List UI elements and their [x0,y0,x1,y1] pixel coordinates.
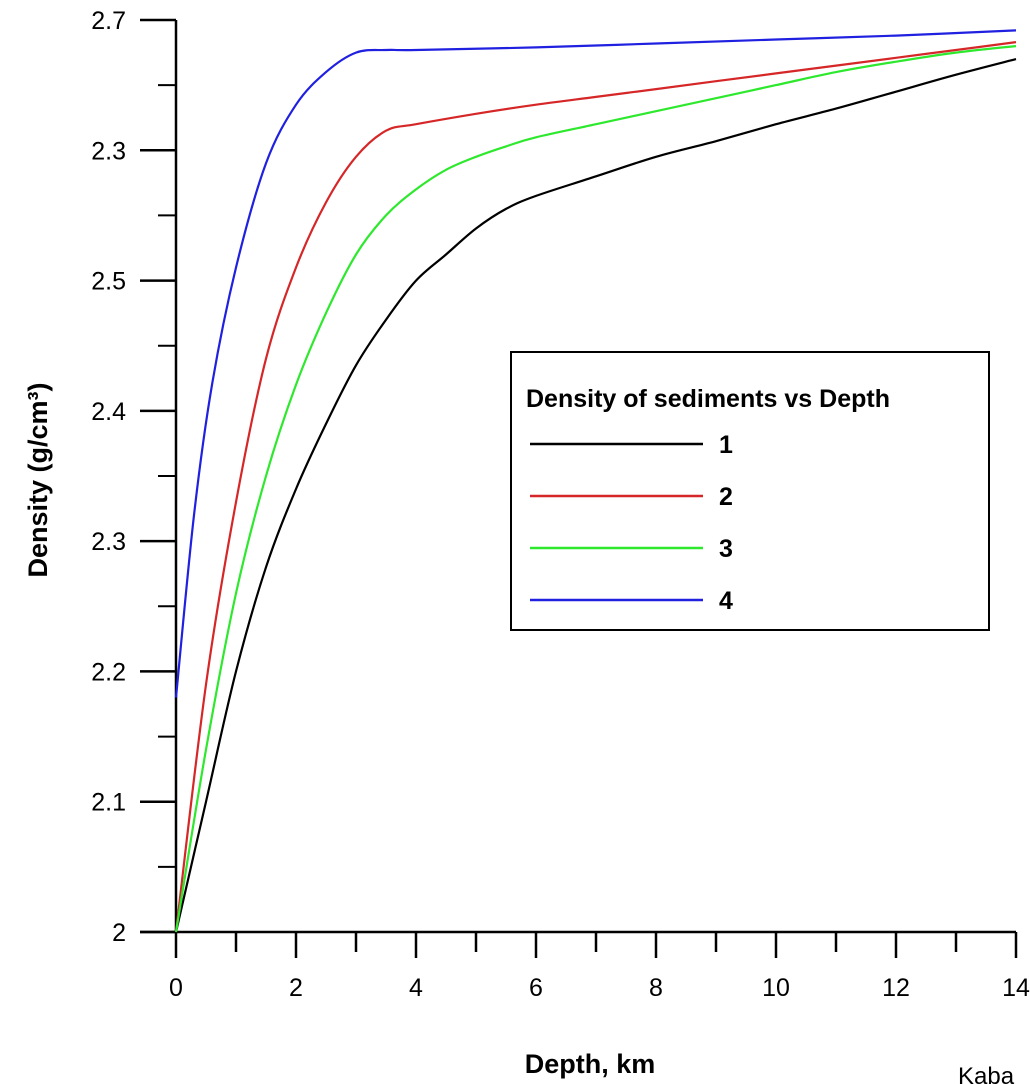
legend-box [510,351,990,631]
legend-title: Density of sediments vs Depth [526,385,890,413]
x-tick-label: 2 [289,974,303,1002]
y-tick-label: 2.4 [91,398,126,426]
y-tick-label: 2.7 [91,7,126,35]
y-axis-title: Density (g/cm³) [23,382,53,577]
x-tick-label: 10 [762,974,790,1002]
axes: 22.12.22.32.42.52.32.70 2 4 6 8 10 12 14 [91,7,1030,1002]
y-tick-label: 2 [112,919,126,947]
series-line-1 [174,58,1017,933]
x-tick-label: 14 [1002,974,1030,1002]
series-line-3 [174,45,1017,933]
legend-label-2: 2 [719,483,733,511]
x-axis-title: Depth, km [525,1049,656,1079]
x-tick-label: 4 [409,974,423,1002]
y-tick-label: 2.1 [91,789,126,817]
y-tick-label: 2.5 [91,268,126,296]
credit-text: Kaba [958,1063,1015,1084]
y-tick-label: 2.3 [91,137,126,165]
y-tick-label: 2.2 [91,658,126,686]
x-tick-label: 8 [649,974,663,1002]
x-tick-label: 0 [169,974,183,1002]
series-line-4 [174,29,1017,698]
series-line-2 [174,41,1017,933]
x-tick-label: 6 [529,974,543,1002]
legend-label-1: 1 [719,431,733,459]
x-tick-label: 12 [882,974,910,1002]
series-layer [174,29,1017,933]
y-tick-label: 2.3 [91,528,126,556]
legend: Density of sediments vs Depth 1 2 3 4 [510,351,990,631]
legend-label-3: 3 [719,535,733,563]
legend-label-4: 4 [719,587,733,615]
